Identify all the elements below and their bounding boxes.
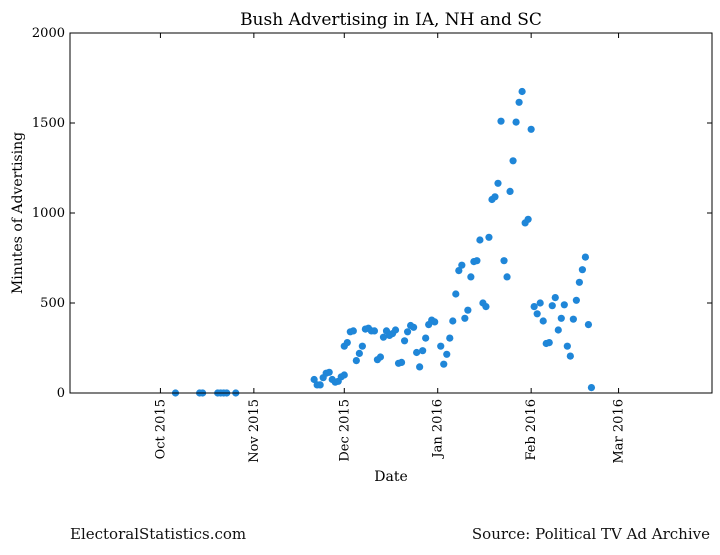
y-axis-label: Minutes of Advertising bbox=[10, 132, 26, 294]
data-point bbox=[449, 317, 457, 325]
x-tick-label: Mar 2016 bbox=[612, 399, 627, 464]
data-point bbox=[482, 303, 490, 311]
data-point bbox=[410, 323, 418, 331]
y-tick-label: 500 bbox=[40, 296, 65, 311]
data-point bbox=[554, 326, 562, 334]
data-point bbox=[587, 384, 596, 392]
data-point bbox=[458, 261, 466, 269]
x-tick-label: Feb 2016 bbox=[524, 399, 539, 461]
data-point bbox=[551, 294, 559, 302]
data-point bbox=[575, 278, 583, 286]
data-point bbox=[355, 349, 363, 357]
data-point bbox=[349, 327, 357, 335]
scatter-points bbox=[171, 87, 596, 397]
data-point bbox=[533, 310, 541, 318]
data-point bbox=[440, 360, 448, 368]
data-point bbox=[343, 339, 351, 347]
data-point bbox=[509, 157, 517, 165]
data-point bbox=[403, 328, 412, 336]
data-point bbox=[376, 353, 385, 361]
data-point bbox=[578, 266, 586, 274]
data-point bbox=[422, 334, 430, 342]
x-tick-label: Nov 2015 bbox=[247, 399, 262, 463]
data-point bbox=[539, 317, 547, 325]
y-tick-label: 0 bbox=[57, 386, 65, 401]
data-point bbox=[506, 187, 514, 195]
data-point bbox=[443, 350, 451, 358]
data-point bbox=[563, 342, 571, 350]
data-point bbox=[419, 347, 427, 355]
data-point bbox=[416, 363, 424, 371]
chart-title: Bush Advertising in IA, NH and SC bbox=[240, 10, 542, 30]
data-point bbox=[467, 273, 475, 281]
data-point bbox=[437, 342, 445, 350]
x-tick-label: Dec 2015 bbox=[337, 399, 352, 462]
data-point bbox=[527, 125, 535, 133]
x-axis-label: Date bbox=[374, 469, 407, 485]
data-point bbox=[352, 357, 360, 365]
data-point bbox=[397, 358, 406, 366]
x-tick-label: Jan 2016 bbox=[431, 399, 446, 460]
data-point bbox=[455, 267, 463, 275]
data-point bbox=[491, 193, 499, 201]
footer-site: ElectoralStatistics.com bbox=[70, 525, 247, 543]
data-point bbox=[530, 303, 538, 311]
data-point bbox=[310, 375, 318, 384]
footer-source: Source: Political TV Ad Archive bbox=[471, 525, 710, 543]
data-point bbox=[545, 339, 553, 347]
data-point bbox=[566, 352, 574, 360]
data-point bbox=[503, 273, 511, 281]
data-point bbox=[325, 368, 333, 376]
data-point bbox=[560, 301, 568, 309]
data-point bbox=[379, 333, 388, 341]
data-point bbox=[518, 87, 526, 96]
y-tick-label: 2000 bbox=[32, 26, 65, 41]
data-point bbox=[391, 326, 400, 334]
data-point bbox=[536, 299, 544, 307]
data-point bbox=[500, 257, 508, 265]
data-point bbox=[497, 117, 505, 125]
x-tick-label: Oct 2015 bbox=[153, 399, 168, 459]
data-point bbox=[584, 321, 593, 329]
data-point bbox=[340, 371, 348, 379]
data-point bbox=[473, 257, 481, 265]
data-point bbox=[572, 296, 580, 304]
data-point bbox=[476, 236, 484, 244]
data-point bbox=[581, 253, 590, 261]
data-point bbox=[557, 314, 565, 322]
data-point bbox=[431, 318, 439, 326]
data-point bbox=[316, 381, 324, 389]
plot-frame bbox=[69, 32, 713, 394]
data-point bbox=[413, 348, 421, 357]
data-point bbox=[452, 290, 460, 298]
x-axis: Oct 2015 Nov 2015 Dec 2015 Jan 2016 Feb 2016… bbox=[153, 33, 627, 464]
y-axis: 0 500 1000 1500 2000 bbox=[32, 26, 712, 401]
data-point bbox=[494, 179, 502, 187]
y-tick-label: 1000 bbox=[32, 206, 65, 221]
data-point bbox=[370, 327, 379, 335]
data-point bbox=[548, 302, 556, 310]
data-point bbox=[569, 315, 577, 323]
data-point bbox=[512, 118, 520, 126]
data-point bbox=[485, 233, 493, 241]
data-point bbox=[515, 98, 523, 106]
data-point bbox=[461, 314, 469, 322]
data-point bbox=[400, 337, 409, 345]
y-tick-label: 1500 bbox=[32, 116, 65, 131]
data-point bbox=[446, 334, 454, 342]
data-point bbox=[524, 215, 532, 223]
data-point bbox=[464, 306, 472, 314]
data-point bbox=[358, 342, 366, 350]
